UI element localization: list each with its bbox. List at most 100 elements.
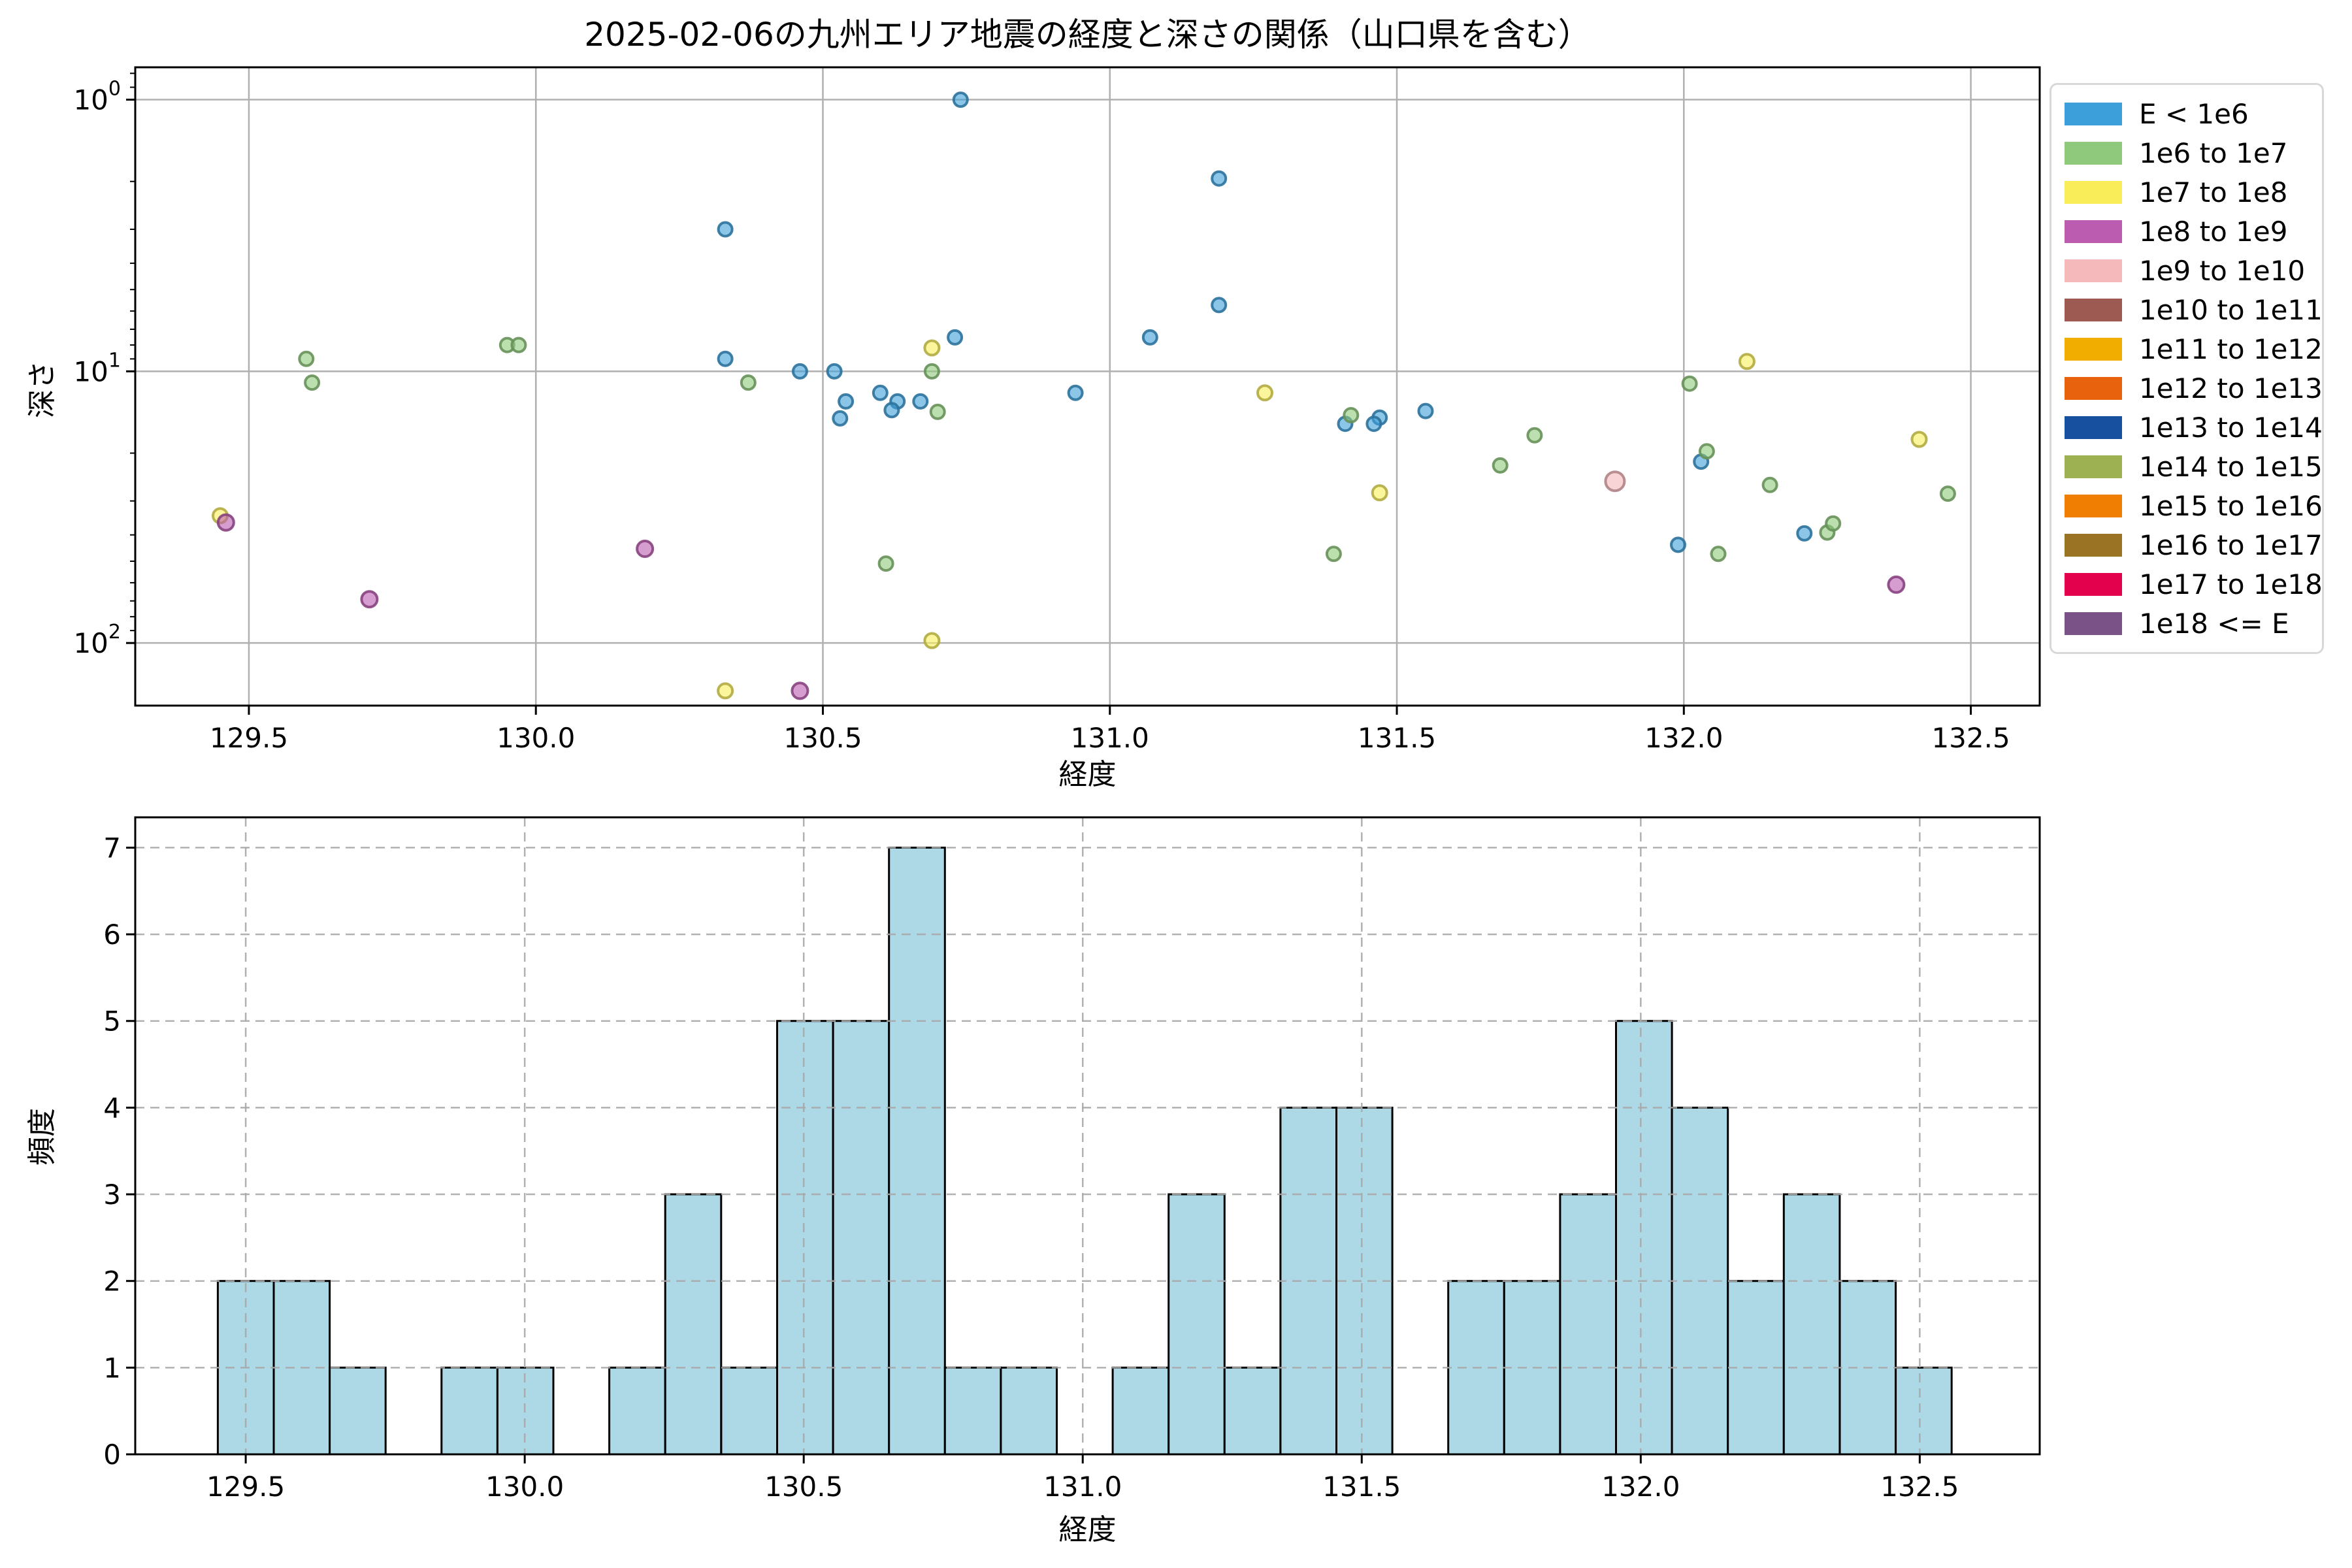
scatter-point [791, 363, 808, 380]
scatter-point [1796, 525, 1813, 542]
legend-swatch [2065, 572, 2122, 596]
legend-label: 1e14 to 1e15 [2139, 450, 2323, 483]
legend-swatch [2065, 376, 2122, 400]
scatter-point [1939, 485, 1956, 502]
histogram-bar [1895, 1366, 1953, 1456]
histogram-bar [1559, 1193, 1617, 1456]
scatter-point [872, 384, 889, 401]
histogram-y-tick-label: 0 [103, 1439, 121, 1471]
scatter-x-tick-label: 131.0 [1071, 722, 1149, 754]
legend-swatch [2065, 180, 2122, 204]
scatter-point [923, 363, 940, 380]
legend-swatch [2065, 494, 2122, 517]
scatter-point [883, 402, 900, 419]
scatter-point [923, 632, 941, 649]
legend-swatch [2065, 259, 2122, 282]
histogram-y-tick-label: 2 [103, 1266, 121, 1298]
scatter-point [1365, 416, 1382, 433]
histogram-grid [135, 817, 2040, 1454]
legend-item: 1e14 to 1e15 [2065, 447, 2323, 486]
chart-title: 2025-02-06の九州エリア地震の経度と深さの関係（山口県を含む） [584, 16, 1591, 54]
legend-label: 1e16 to 1e17 [2139, 529, 2323, 561]
histogram-bar [1782, 1193, 1841, 1456]
scatter-point [1604, 470, 1626, 493]
scatter-point [1910, 431, 1928, 448]
histogram-x-tick-label: 132.0 [1601, 1471, 1680, 1503]
scatter-x-tick-label: 130.5 [783, 722, 862, 754]
scatter-point [929, 403, 946, 420]
histogram-bar [832, 1020, 890, 1456]
scatter-point [1343, 407, 1360, 423]
scatter-point [1710, 546, 1727, 563]
legend-label: 1e9 to 1e10 [2139, 254, 2306, 287]
scatter-tick-labels: 129.5 130.0 130.5 131.0 131.5 132.0 132.510010… [73, 78, 2010, 754]
histogram-x-tick-label: 129.5 [206, 1471, 285, 1503]
histogram-y-tick-label: 3 [103, 1179, 121, 1211]
legend-label: 1e6 to 1e7 [2139, 137, 2288, 169]
legend-swatch [2065, 141, 2122, 165]
scatter-y-axis-label: 深さ [25, 361, 59, 418]
scatter-point [1371, 484, 1388, 502]
scatter-point [304, 374, 321, 391]
scatter-point [1417, 402, 1434, 419]
histogram-bar [888, 846, 946, 1456]
legend-label: 1e13 to 1e14 [2139, 411, 2323, 444]
histogram-x-tick-label: 132.5 [1880, 1471, 1959, 1503]
histogram-y-tick-label: 1 [103, 1352, 121, 1384]
histogram-x-axis-label: 経度 [1058, 1513, 1117, 1546]
legend-item: 1e15 to 1e16 [2065, 486, 2323, 525]
scatter-point [1738, 353, 1756, 370]
scatter-point [1211, 170, 1228, 187]
legend-item: 1e6 to 1e7 [2065, 133, 2309, 172]
histogram-x-tick-label: 130.0 [485, 1471, 564, 1503]
scatter-point [717, 221, 734, 238]
histogram-bar [440, 1366, 498, 1456]
histogram-x-tick-label: 130.5 [764, 1471, 843, 1503]
scatter-point [216, 513, 235, 532]
scatter-point [947, 329, 964, 346]
scatter-x-tick-label: 130.0 [497, 722, 575, 754]
scatter-point [923, 339, 941, 357]
histogram-y-tick-label: 7 [103, 832, 121, 864]
scatter-point [1761, 476, 1778, 493]
legend-label: 1e17 to 1e18 [2139, 568, 2323, 600]
scatter-point [717, 682, 734, 700]
histogram-bars [216, 846, 1953, 1456]
scatter-point [1492, 457, 1509, 474]
scatter-point [826, 363, 843, 380]
scatter-point [1256, 384, 1273, 402]
legend: E < 1e6 1e6 to 1e7 1e7 to 1e8 1e8 to 1e9 1e9… [2050, 83, 2324, 654]
scatter-point [360, 590, 379, 609]
scatter-point [1887, 575, 1906, 594]
scatter-point [1670, 536, 1686, 553]
legend-label: 1e18 <= E [2139, 607, 2289, 640]
legend-item: 1e9 to 1e10 [2065, 251, 2309, 290]
scatter-point [1698, 443, 1715, 460]
legend-swatch [2065, 102, 2122, 125]
legend-swatch [2065, 298, 2122, 321]
legend-swatch [2065, 220, 2122, 243]
scatter-point [510, 336, 527, 353]
histogram-bar [1000, 1366, 1058, 1456]
legend-item: 1e10 to 1e11 [2065, 290, 2323, 329]
legend-label: 1e7 to 1e8 [2139, 176, 2288, 208]
legend-swatch [2065, 455, 2122, 478]
legend-swatch [2065, 533, 2122, 557]
scatter-point [298, 350, 315, 367]
histogram-bar [720, 1366, 779, 1456]
scatter-axes-frame [134, 66, 2041, 707]
legend-item: 1e18 <= E [2065, 604, 2309, 643]
histogram-bar [776, 1020, 834, 1456]
histogram-bar [1168, 1193, 1226, 1456]
histogram-y-axis-label: 頻度 [25, 1108, 59, 1166]
scatter-point [832, 410, 849, 427]
legend-item: E < 1e6 [2065, 94, 2309, 133]
histogram-bar [1223, 1366, 1282, 1456]
legend-item: 1e16 to 1e17 [2065, 525, 2323, 564]
legend-label: 1e12 to 1e13 [2139, 372, 2323, 404]
histogram-axes-frame [134, 816, 2041, 1456]
legend-item: 1e17 to 1e18 [2065, 564, 2323, 604]
